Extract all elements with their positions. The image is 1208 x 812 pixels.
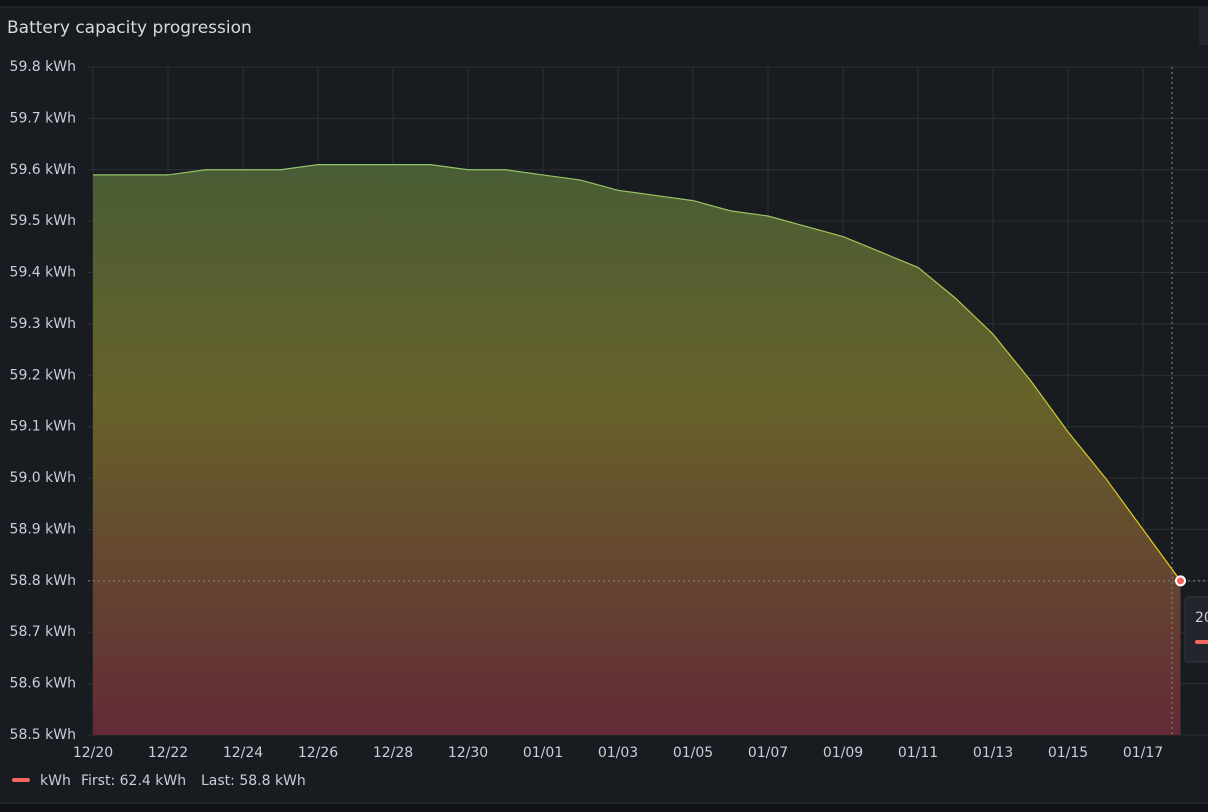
y-tick-label: 59.2 kWh [10,367,76,383]
x-tick-label: 12/24 [223,745,263,761]
x-tick-label: 01/11 [898,745,938,761]
tooltip [1184,596,1208,663]
x-tick-label: 01/15 [1048,745,1088,761]
y-tick-label: 58.6 kWh [10,676,76,692]
legend-stat: Last: 58.8 kWh [201,773,306,789]
x-tick-label: 12/30 [448,745,488,761]
x-tick-label: 01/03 [598,745,638,761]
y-tick-label: 58.5 kWh [10,727,76,743]
hover-point [1175,575,1186,587]
x-tick-label: 01/17 [1123,745,1163,761]
x-tick-label: 01/13 [973,745,1013,761]
y-tick-label: 59.1 kWh [10,419,76,435]
legend-stat: First: 62.4 kWh [81,773,186,789]
area-fill [93,164,1181,736]
y-tick-label: 59.8 kWh [10,59,76,75]
panel-menu[interactable] [1199,8,1208,45]
x-tick-label: 12/22 [148,745,188,761]
x-tick-label: 01/07 [748,745,788,761]
legend-swatch [12,778,30,782]
legend-label: kWh [40,773,71,789]
y-tick-label: 59.6 kWh [10,162,76,178]
y-tick-label: 59.3 kWh [10,316,76,332]
y-tick-label: 59.7 kWh [10,110,76,126]
y-tick-label: 59.4 kWh [10,265,76,281]
series-line [93,164,1181,582]
tooltip-text: 20 [1195,610,1208,626]
y-tick-label: 59.0 kWh [10,470,76,486]
y-tick-label: 58.7 kWh [10,624,76,640]
y-tick-label: 58.9 kWh [10,521,76,537]
x-tick-label: 01/01 [523,745,563,761]
x-tick-label: 12/20 [73,745,113,761]
x-tick-label: 12/28 [373,745,413,761]
y-tick-label: 59.5 kWh [10,213,76,229]
plot-area: 58.5 kWh 58.6 kWh 58.7 kWh 58.8 kWh 58.9 kWh… [10,59,1208,761]
x-tick-label: 01/09 [823,745,863,761]
chart-title: Battery capacity progression [7,18,252,38]
x-tick-label: 12/26 [298,745,338,761]
tooltip-swatch [1195,640,1208,644]
x-tick-label: 01/05 [673,745,713,761]
y-tick-label: 58.8 kWh [10,573,76,589]
